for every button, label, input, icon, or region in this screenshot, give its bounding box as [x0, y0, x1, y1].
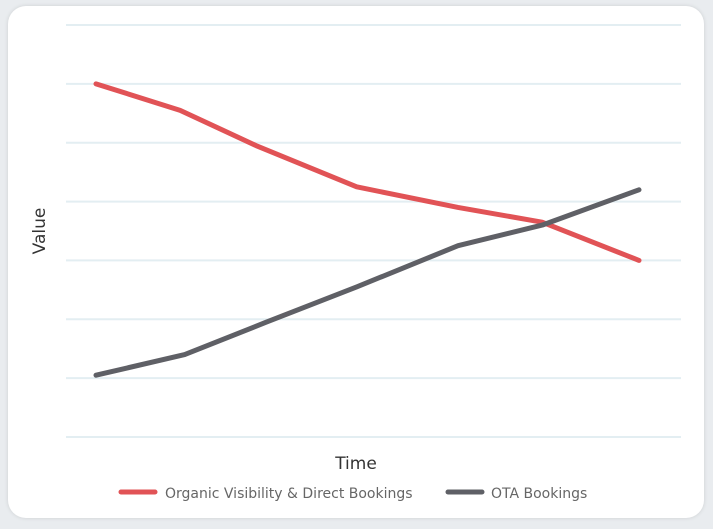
legend: Organic Visibility & Direct Bookings OTA…	[118, 486, 587, 502]
legend-label-ota: OTA Bookings	[491, 486, 587, 502]
y-axis-label: Value	[30, 208, 50, 255]
x-axis-label: Time	[334, 454, 377, 474]
series-lines	[93, 81, 642, 378]
series-line-ota	[93, 187, 642, 378]
series-line-organic	[93, 81, 642, 263]
legend-label-organic: Organic Visibility & Direct Bookings	[165, 486, 413, 502]
grid-lines	[66, 24, 681, 438]
